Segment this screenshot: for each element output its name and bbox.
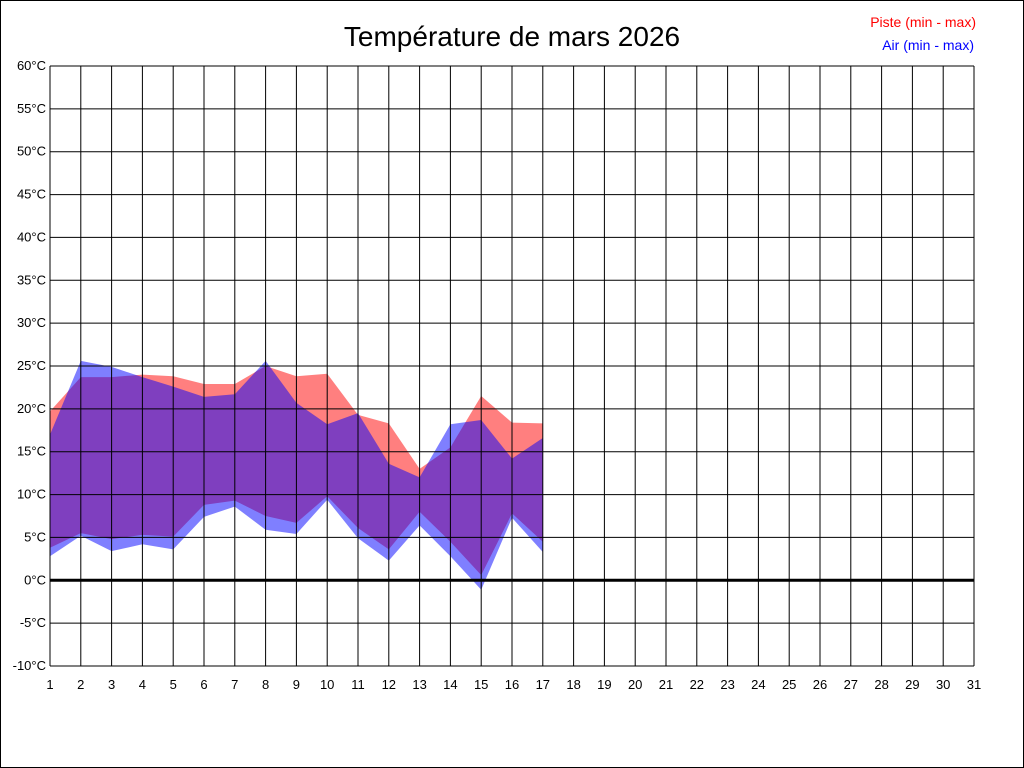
y-tick-label: 5°C [24,529,46,544]
y-tick-label: 10°C [17,487,46,502]
y-tick-label: 50°C [17,144,46,159]
x-tick-label: 13 [412,677,426,692]
x-tick-label: 3 [108,677,115,692]
grid-lines [49,65,975,667]
x-axis-ticks: 1 2 3 4 5 6 7 8 9 10 11 12 13 14 15 16 17 18 19 20 21 22 23 24 2… [46,677,981,692]
x-tick-label: 21 [659,677,673,692]
x-tick-label: 27 [844,677,858,692]
x-tick-label: 23 [720,677,734,692]
x-tick-label: 20 [628,677,642,692]
x-tick-label: 31 [967,677,981,692]
y-tick-label: 20°C [17,401,46,416]
chart-title: Température de mars 2026 [344,21,680,52]
x-tick-label: 2 [77,677,84,692]
x-tick-label: 18 [566,677,580,692]
x-tick-label: 5 [170,677,177,692]
x-tick-label: 16 [505,677,519,692]
y-tick-label: 60°C [17,58,46,73]
x-tick-label: 17 [536,677,550,692]
x-tick-label: 9 [293,677,300,692]
x-tick-label: 6 [200,677,207,692]
y-tick-label: 0°C [24,572,46,587]
legend-piste: Piste (min - max) [870,14,976,30]
y-tick-label: 15°C [17,444,46,459]
x-tick-label: 4 [139,677,146,692]
x-tick-label: 1 [46,677,53,692]
y-tick-label: 30°C [17,315,46,330]
y-tick-label: 25°C [17,358,46,373]
x-tick-label: 19 [597,677,611,692]
x-tick-label: 12 [382,677,396,692]
legend-air: Air (min - max) [882,37,974,53]
y-tick-label: 40°C [17,229,46,244]
x-tick-label: 28 [874,677,888,692]
x-tick-label: 26 [813,677,827,692]
x-tick-label: 30 [936,677,950,692]
y-tick-label: 45°C [17,187,46,202]
x-tick-label: 22 [690,677,704,692]
x-tick-label: 7 [231,677,238,692]
y-tick-label: -5°C [20,615,46,630]
x-tick-label: 24 [751,677,765,692]
y-tick-label: -10°C [13,658,46,673]
x-tick-label: 25 [782,677,796,692]
x-tick-label: 29 [905,677,919,692]
x-tick-label: 15 [474,677,488,692]
y-tick-label: 55°C [17,101,46,116]
x-tick-label: 10 [320,677,334,692]
y-axis-ticks: -10°C -5°C 0°C 5°C 10°C 15°C 20°C 25°C 30°C 35°C 4… [13,58,46,673]
y-tick-label: 35°C [17,272,46,287]
x-tick-label: 8 [262,677,269,692]
x-tick-label: 11 [351,677,365,692]
x-tick-label: 14 [443,677,457,692]
